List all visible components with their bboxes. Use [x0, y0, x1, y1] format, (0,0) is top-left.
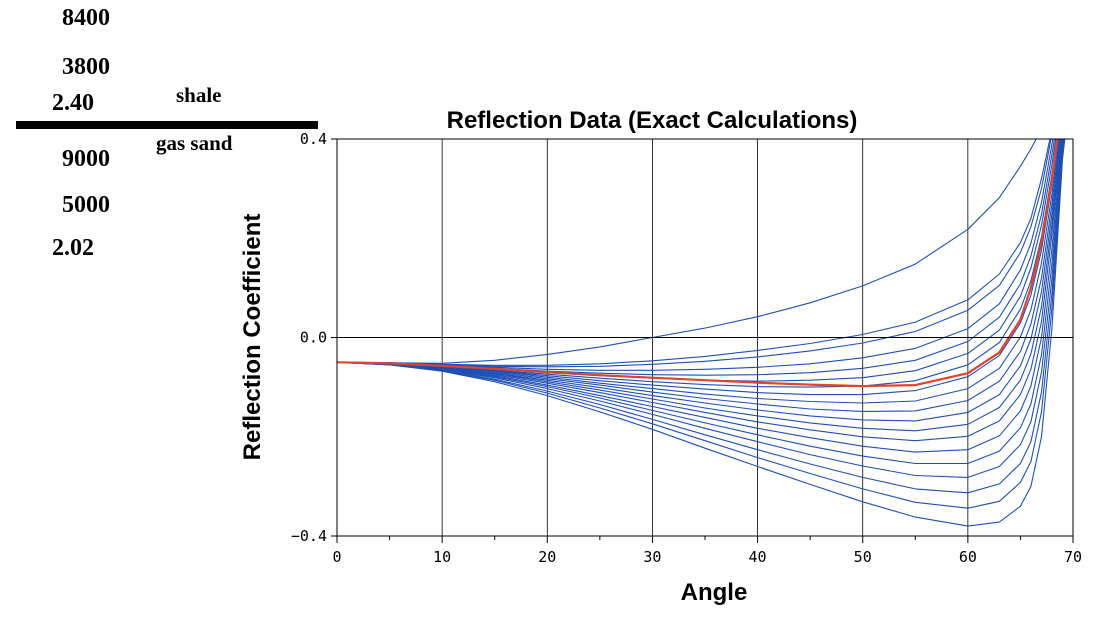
reflection-curve [337, 139, 1037, 364]
reflection-curve [337, 139, 1061, 412]
reflection-curve [337, 139, 1065, 494]
reflection-curve [337, 139, 1061, 422]
series-group [337, 139, 1066, 527]
x-tick-label: 20 [538, 548, 556, 566]
lower-layer-name: gas sand [156, 131, 233, 155]
reflection-curve [337, 139, 1052, 368]
x-tick-label: 70 [1064, 548, 1082, 566]
reflection-curve [337, 139, 1063, 442]
interface-line [16, 121, 318, 129]
plot-frame [336, 138, 1074, 537]
x-tick-label: 10 [433, 548, 451, 566]
reflection-curve [337, 139, 1062, 432]
reflection-curve [337, 139, 1065, 509]
x-tick-label: 30 [643, 548, 661, 566]
reflection-curve [337, 139, 1064, 465]
upper-vp-value: 8400 [62, 5, 110, 31]
lower-density-value: 2.02 [52, 235, 94, 261]
reflection-curve [337, 139, 1059, 396]
chart-title: Reflection Data (Exact Calculations) [447, 107, 858, 134]
upper-layer-name: shale [176, 83, 222, 107]
y-tick-label: 0.0 [300, 329, 327, 347]
x-tick-label: 0 [332, 548, 341, 566]
x-tick-label: 50 [854, 548, 872, 566]
x-tick-label: 60 [959, 548, 977, 566]
reflection-curve [337, 139, 1066, 527]
reflection-curve [337, 139, 1051, 366]
reflection-curve [337, 139, 1063, 453]
highlight-curve [337, 139, 1059, 388]
y-tick-label: −0.4 [291, 527, 327, 545]
x-tick-label: 40 [749, 548, 767, 566]
y-axis-label: Reflection Coefficient [239, 214, 266, 461]
x-axis-label: Angle [681, 579, 748, 606]
upper-density-value: 2.40 [52, 90, 94, 116]
y-tick-label: 0.4 [300, 130, 327, 148]
lower-vp-value: 9000 [62, 146, 110, 172]
reflection-curve [337, 139, 1054, 371]
lower-vs-value: 5000 [62, 192, 110, 218]
upper-vs-value: 3800 [62, 54, 110, 80]
reflection-curve [337, 139, 1064, 478]
reflection-curve [337, 139, 1060, 404]
reflection-curve [337, 139, 1058, 388]
tick-group: 0 10 20 30 40 50 60 70 −0.4 0.0 0.4 [291, 130, 1082, 566]
